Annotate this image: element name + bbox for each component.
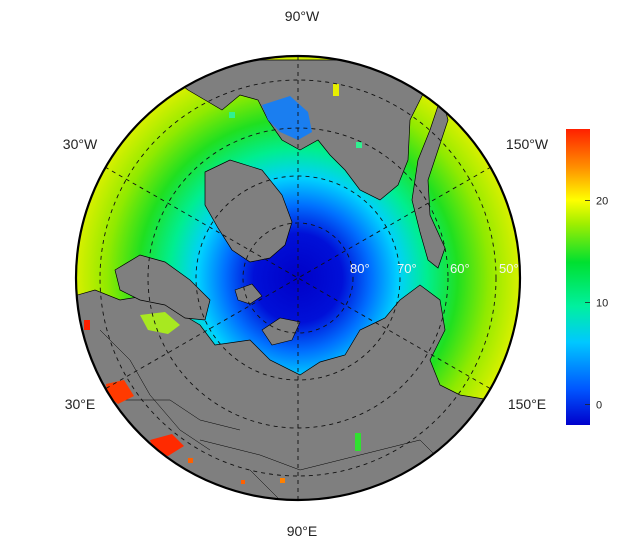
colorbar-gradient	[566, 129, 590, 425]
country-borders	[99, 329, 471, 500]
sea-patch-baltic	[140, 312, 180, 334]
hotspot-small-4	[241, 480, 245, 484]
graticule	[99, 56, 497, 500]
parallel-70	[195, 175, 401, 381]
hotspot-small-2	[188, 458, 193, 463]
lake-green-1	[355, 433, 361, 451]
lon-label-top: 90°W	[285, 8, 320, 24]
longitude-labels: 90°W 30°W 150°W 30°E 150°E 90°E	[63, 8, 549, 539]
land-svalbard	[234, 283, 263, 305]
latitude-labels: 80° 70° 60° 50°	[350, 261, 519, 276]
lat-label: 80°	[350, 261, 370, 276]
meridian-150w-30e	[104, 166, 492, 390]
lat-label: 50°	[499, 261, 519, 276]
hudson-bay	[262, 96, 312, 140]
lon-label-upper-right: 150°W	[506, 136, 549, 152]
parallel-50	[99, 79, 497, 477]
lat-label: 60°	[450, 261, 470, 276]
lon-label-upper-left: 30°W	[63, 136, 98, 152]
lake-cyan-1	[356, 142, 362, 148]
lake-cyan-2	[229, 112, 235, 118]
lon-label-lower-right: 150°E	[508, 396, 546, 412]
lon-label-lower-left: 30°E	[65, 396, 96, 412]
colorbar-tick-label: 0	[596, 400, 602, 412]
colorbar: 0 10 20	[566, 129, 608, 425]
lon-label-bottom: 90°E	[287, 523, 318, 539]
map-border	[74, 54, 522, 502]
colorbar-tick-label: 10	[596, 298, 608, 310]
colorbar-tick-label: 20	[596, 195, 608, 207]
land-scandinavia	[114, 254, 211, 321]
hotspot-black-sea	[106, 380, 134, 404]
land-greenland	[204, 159, 293, 263]
land-novaya-zemlya	[261, 317, 301, 346]
land-alaska	[411, 89, 449, 269]
hotspot-small-3	[280, 478, 285, 483]
lake-yellow-1	[333, 84, 339, 96]
hotspot-small-1	[84, 320, 90, 330]
colorbar-ticks: 0 10 20	[585, 195, 608, 412]
parallel-80	[242, 222, 354, 334]
meridian-30w-150e	[104, 166, 492, 390]
lat-label: 70°	[397, 261, 417, 276]
